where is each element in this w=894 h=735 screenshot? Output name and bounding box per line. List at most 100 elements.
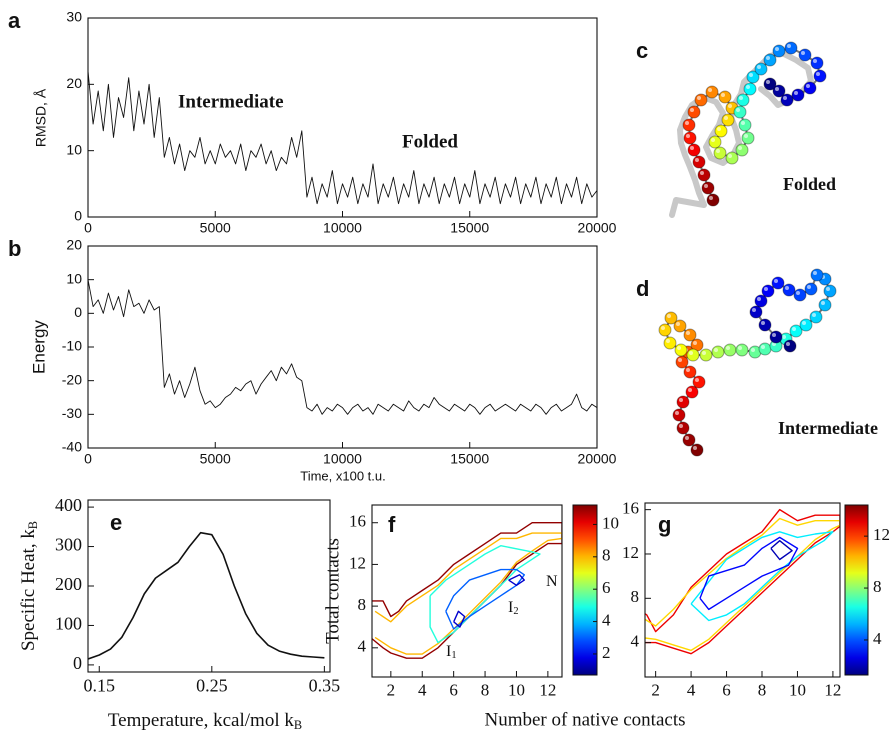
panel-letter: f <box>388 512 396 537</box>
bead-highlight <box>746 85 750 89</box>
bead-highlight <box>813 59 817 63</box>
colorbar-tick-label: 4 <box>873 629 882 648</box>
bead-highlight <box>821 301 825 305</box>
bead <box>810 268 824 282</box>
bead-highlight <box>774 279 778 283</box>
bead <box>818 298 832 312</box>
colorbar-tick-label: 8 <box>873 577 882 596</box>
panel-letter: g <box>658 512 671 537</box>
bead <box>754 62 768 76</box>
bead-highlight <box>736 108 740 112</box>
annotation: Intermediate <box>178 91 284 112</box>
bead-highlight <box>711 138 715 142</box>
bead <box>701 181 715 195</box>
bead <box>823 284 837 298</box>
x-tick-label: 12 <box>539 680 556 699</box>
bead <box>663 336 677 350</box>
bead <box>690 443 704 457</box>
bead <box>771 276 785 290</box>
bead <box>692 155 706 169</box>
x-axis-label-sub: B <box>294 718 302 732</box>
bead <box>791 88 805 102</box>
bead-highlight <box>749 73 753 77</box>
data-line <box>88 531 325 660</box>
bead-highlight <box>757 65 761 69</box>
x-tick-label: 10000 <box>323 220 362 236</box>
bead <box>686 348 700 362</box>
bead <box>683 328 697 342</box>
y-tick-label: 0 <box>73 653 82 673</box>
bead <box>687 105 701 119</box>
annotation: N <box>546 573 558 590</box>
bead <box>676 395 690 409</box>
colorbar-tick-label: 2 <box>602 643 611 662</box>
bead-highlight <box>679 424 683 428</box>
x-tick-label: 5000 <box>200 220 231 236</box>
bead <box>714 124 728 138</box>
annotation-sub: 1 <box>451 650 456 661</box>
bead-highlight <box>716 149 720 153</box>
panel-plot <box>372 522 562 659</box>
bead-highlight <box>702 351 706 355</box>
structure-label: Folded <box>783 174 836 194</box>
bead-highlight <box>679 398 683 402</box>
y-tick-label: 8 <box>631 587 640 606</box>
y-tick-label: 4 <box>631 632 640 651</box>
panel-plot <box>88 279 597 415</box>
bead-highlight <box>757 297 761 301</box>
bead-highlight <box>806 84 810 88</box>
bead <box>697 168 711 182</box>
x-tick-label: 0 <box>84 451 92 467</box>
bead <box>694 93 708 107</box>
bead <box>738 118 752 132</box>
bead-highlight <box>787 44 791 48</box>
contour-line <box>645 508 840 655</box>
bead-highlight <box>709 196 713 200</box>
y-tick-label: -20 <box>62 371 82 387</box>
y-tick-label: 8 <box>358 595 367 614</box>
y-tick-label: 0 <box>74 304 82 320</box>
bead <box>692 375 706 389</box>
y-tick-label: 12 <box>349 553 366 572</box>
bead-highlight <box>738 346 742 350</box>
contour-line <box>770 540 793 561</box>
bead-highlight <box>816 72 820 76</box>
bead-highlight <box>675 411 679 415</box>
bead <box>725 151 739 165</box>
y-axis-label: Total contacts <box>322 538 343 644</box>
y-tick-label: 100 <box>55 614 82 634</box>
y-axis-label: Specific Heat, kB <box>18 521 39 651</box>
y-axis-label-main: Specific Heat, k <box>18 529 39 651</box>
y-tick-label: -30 <box>62 405 82 421</box>
bead-highlight <box>783 96 787 100</box>
bead-highlight <box>726 346 730 350</box>
bead-highlight <box>728 154 732 158</box>
bead-highlight <box>775 87 779 91</box>
y-tick-label: 12 <box>622 543 639 562</box>
x-tick-label: 0.35 <box>309 675 341 695</box>
colorbar <box>844 504 869 676</box>
x-tick-label: 15000 <box>450 220 489 236</box>
bead <box>813 69 827 83</box>
bead <box>682 433 696 447</box>
bead <box>810 56 824 70</box>
bead-highlight <box>772 342 776 346</box>
bead-highlight <box>792 327 796 331</box>
y-tick-label: 200 <box>55 574 82 594</box>
bead-highlight <box>775 47 779 51</box>
bead <box>721 113 735 127</box>
bead <box>682 118 696 132</box>
annotation: I2 <box>508 599 519 618</box>
bead <box>754 294 768 308</box>
bead <box>735 143 749 157</box>
bead-highlight <box>686 134 690 138</box>
bead-highlight <box>717 127 721 131</box>
bead-highlight <box>752 308 756 312</box>
y-tick-label: -40 <box>62 439 82 455</box>
x-axis-label: Number of native contacts <box>484 709 685 730</box>
bead-highlight <box>714 348 718 352</box>
bead <box>711 345 725 359</box>
panel-letter: a <box>8 8 21 33</box>
panel-plot <box>645 508 840 655</box>
